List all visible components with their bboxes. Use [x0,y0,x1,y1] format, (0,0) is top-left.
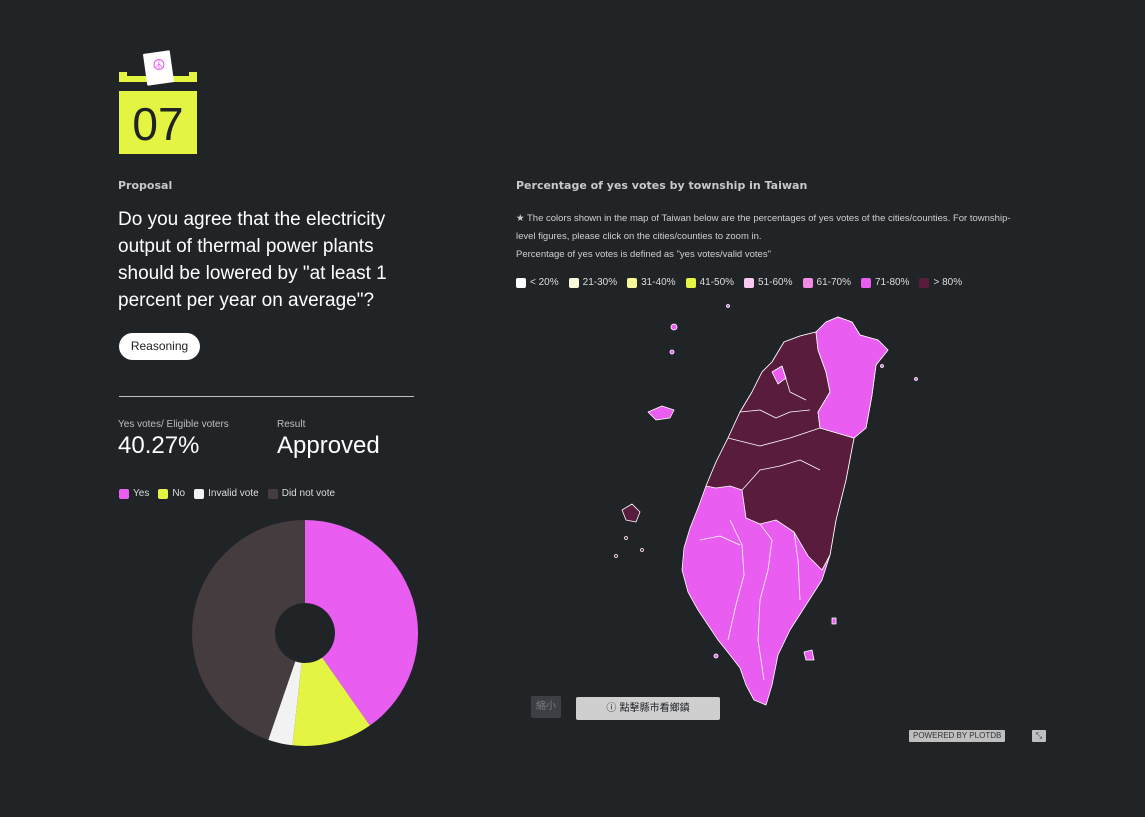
map-note-line2: Percentage of yes votes is defined as "y… [516,249,771,260]
divider [119,396,414,397]
map-legend-item: 21-30% [568,277,618,288]
yes-votes-value: 40.27% [118,432,200,459]
map-island-dot [640,548,644,552]
result-value: Approved [277,432,380,459]
legend-label: 61-70% [816,277,851,288]
legend-swatch [627,277,638,288]
map-legend-item: 51-60% [744,277,793,288]
zoom-out-button[interactable]: 縮小 [531,696,561,718]
legend-swatch [158,488,169,499]
map-island-dot [914,377,918,381]
donut-slice-yes[interactable] [305,520,418,726]
vote-legend: Yes No Invalid vote Did not vote [119,488,344,499]
legend-swatch [919,277,930,288]
donut-slice-did-not-vote[interactable] [191,520,305,740]
legend-label: 71-80% [874,277,910,288]
legend-item-invalid: Invalid vote [194,488,259,499]
map-region-north[interactable] [815,316,889,439]
legend-label: Did not vote [281,488,336,499]
vote-donut-chart [191,520,418,746]
map-island-dot [713,653,719,659]
map-legend-item: < 20% [516,277,559,288]
reasoning-button[interactable]: Reasoning [119,333,200,360]
legend-swatch [685,277,696,288]
legend-swatch [860,277,871,288]
map-legend: < 20% 21-30% 31-40% 41-50% 51-60% 61-70%… [516,277,972,288]
peace-icon: ☮ [152,56,166,74]
legend-swatch [802,277,813,288]
legend-label: 21-30% [582,277,618,288]
result-label: Result [277,419,306,430]
legend-label: > 80% [933,277,963,288]
donut-slice-no[interactable] [292,657,370,746]
legend-item-did-not-vote: Did not vote [267,488,336,499]
map-island-dot [624,536,628,540]
legend-label: 51-60% [758,277,793,288]
legend-label: Invalid vote [208,488,259,499]
map-island-lanyu[interactable] [803,649,815,661]
legend-swatch [516,277,526,288]
map-note-line1: ★ The colors shown in the map of Taiwan … [516,213,1011,242]
legend-swatch [267,488,278,499]
donut-slice-invalid-vote[interactable] [268,661,302,746]
map-note: ★ The colors shown in the map of Taiwan … [516,210,1026,264]
legend-item-yes: Yes [119,488,149,499]
map-legend-item: 41-50% [685,277,735,288]
expand-icon[interactable]: ⤡ [1032,730,1046,742]
map-legend-item: 31-40% [627,277,676,288]
legend-label: 31-40% [641,277,676,288]
powered-by-plotdb[interactable]: POWERED BY PLOTDB [909,730,1006,742]
map-island-dot [726,304,730,308]
map-legend-item: > 80% [919,277,962,288]
legend-label: < 20% [530,277,559,288]
legend-swatch [568,277,579,288]
legend-label: No [172,488,186,499]
proposal-number: 07 [119,91,197,154]
map-title: Percentage of yes votes by township in T… [516,179,808,192]
legend-label: 41-50% [699,277,735,288]
legend-item-no: No [158,488,185,499]
legend-swatch [744,277,755,288]
legend-swatch [119,488,129,499]
legend-label: Yes [133,488,150,499]
info-button[interactable]: ⓘ 點擊縣市看鄉鎮 [576,697,720,720]
map-legend-item: 61-70% [802,277,851,288]
proposal-question: Do you agree that the electricity output… [118,209,387,311]
proposal-label: Proposal [118,179,173,192]
yes-votes-label: Yes votes/ Eligible voters [118,419,229,430]
map-island-dot [614,554,618,558]
map-island-dot [669,349,675,355]
taiwan-map [614,304,918,706]
map-island-greenisland[interactable] [831,617,837,625]
map-island-dot [880,364,884,368]
map-island-matsu[interactable] [670,323,678,331]
map-island-penghu[interactable] [621,503,641,523]
map-island-kinmen[interactable] [647,405,675,421]
map-legend-item: 71-80% [860,277,910,288]
legend-swatch [194,488,205,499]
